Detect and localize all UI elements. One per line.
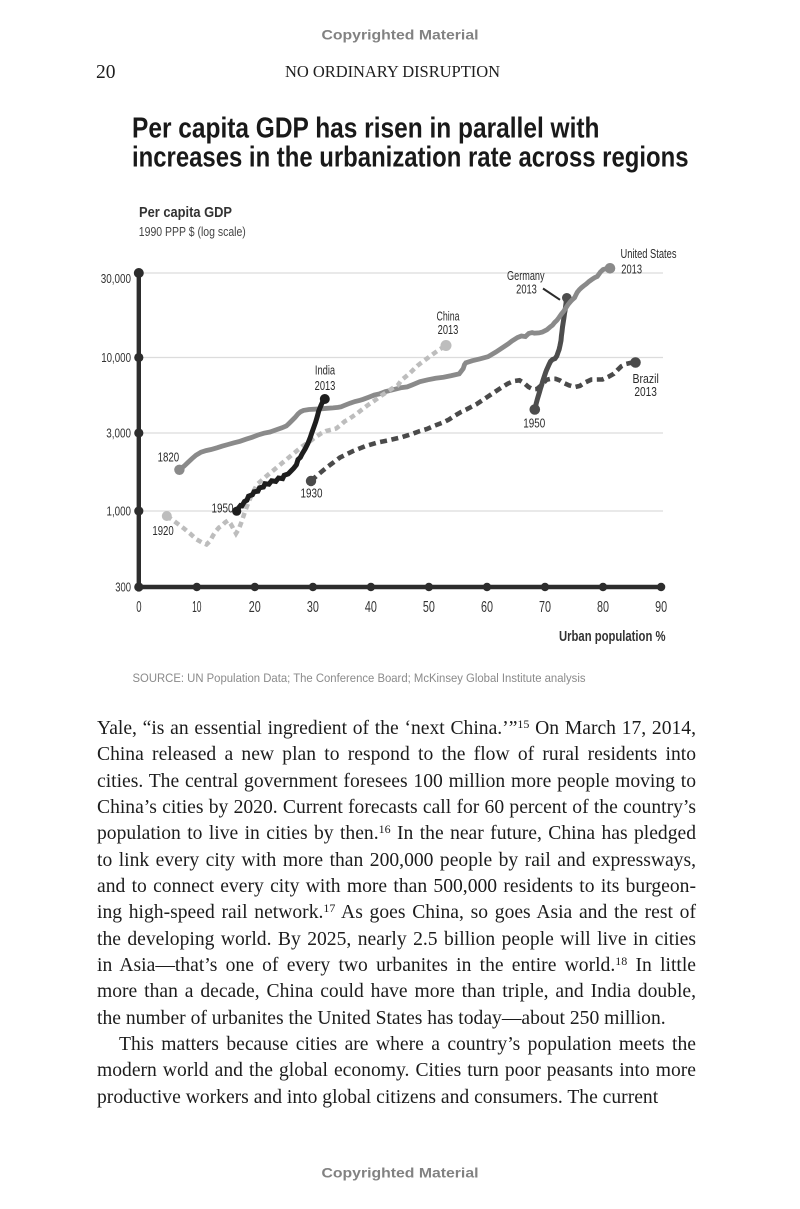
svg-text:10: 10 [192,599,201,616]
svg-text:Brazil: Brazil [633,371,659,386]
svg-text:2013: 2013 [621,262,642,277]
svg-text:increases in the urbanization: increases in the urbanization rate acros… [132,141,689,173]
svg-text:0: 0 [136,599,141,616]
svg-text:30,000: 30,000 [101,272,131,286]
svg-text:40: 40 [365,599,377,616]
svg-text:Per capita GDP has risen in pa: Per capita GDP has risen in parallel wit… [132,113,600,145]
svg-text:1950: 1950 [212,501,234,516]
svg-text:2013: 2013 [438,322,459,337]
svg-text:NO ORDINARY DISRUPTION: NO ORDINARY DISRUPTION [285,62,500,81]
svg-text:Germany: Germany [507,268,545,283]
svg-text:20: 20 [96,62,116,83]
svg-text:1,000: 1,000 [107,504,132,518]
svg-text:80: 80 [597,599,609,616]
svg-text:70: 70 [539,599,551,616]
svg-text:20: 20 [249,599,261,616]
svg-text:Copyrighted Material: Copyrighted Material [322,28,479,43]
svg-text:30: 30 [307,599,319,616]
svg-text:Copyrighted Material: Copyrighted Material [322,1166,479,1181]
svg-text:India: India [315,363,336,378]
svg-text:60: 60 [481,599,493,616]
svg-text:300: 300 [115,581,131,595]
svg-text:3,000: 3,000 [106,426,131,440]
svg-text:1990 PPP $ (log scale): 1990 PPP $ (log scale) [139,224,246,239]
svg-text:SOURCE: UN Population Data; Th: SOURCE: UN Population Data; The Conferen… [133,671,586,685]
svg-text:United States: United States [621,246,677,261]
svg-text:Urban population %: Urban population % [559,629,666,645]
svg-text:1920: 1920 [152,523,173,538]
svg-text:China: China [437,309,460,324]
svg-text:Per capita GDP: Per capita GDP [139,205,232,221]
svg-text:2013: 2013 [634,384,657,399]
svg-text:2013: 2013 [516,282,537,297]
svg-text:90: 90 [655,599,667,616]
svg-text:1820: 1820 [158,449,180,464]
svg-text:50: 50 [423,599,435,616]
svg-text:1930: 1930 [301,486,323,501]
svg-text:10,000: 10,000 [101,351,131,365]
svg-text:1950: 1950 [523,416,545,431]
svg-text:2013: 2013 [315,378,336,393]
